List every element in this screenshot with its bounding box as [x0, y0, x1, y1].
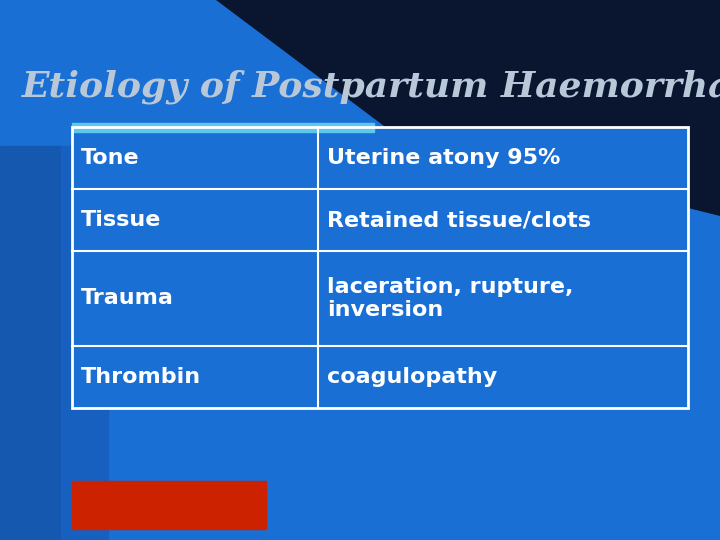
Bar: [61, 146, 108, 540]
Text: Uterine atony 95%: Uterine atony 95%: [327, 148, 560, 168]
Bar: [72, 127, 688, 408]
Bar: [72, 123, 374, 132]
Text: Trauma: Trauma: [81, 288, 174, 308]
Text: coagulopathy: coagulopathy: [327, 367, 497, 387]
Bar: [0, 146, 61, 540]
Text: Etiology of Postpartum Haemorrhage: Etiology of Postpartum Haemorrhage: [22, 69, 720, 104]
Bar: [72, 481, 266, 529]
Text: Thrombin: Thrombin: [81, 367, 201, 387]
Bar: [72, 127, 688, 408]
Text: Retained tissue/clots: Retained tissue/clots: [327, 210, 591, 230]
Text: laceration, rupture,
inversion: laceration, rupture, inversion: [327, 276, 573, 320]
Polygon shape: [216, 0, 720, 216]
Text: Tissue: Tissue: [81, 210, 161, 230]
Text: Tone: Tone: [81, 148, 139, 168]
